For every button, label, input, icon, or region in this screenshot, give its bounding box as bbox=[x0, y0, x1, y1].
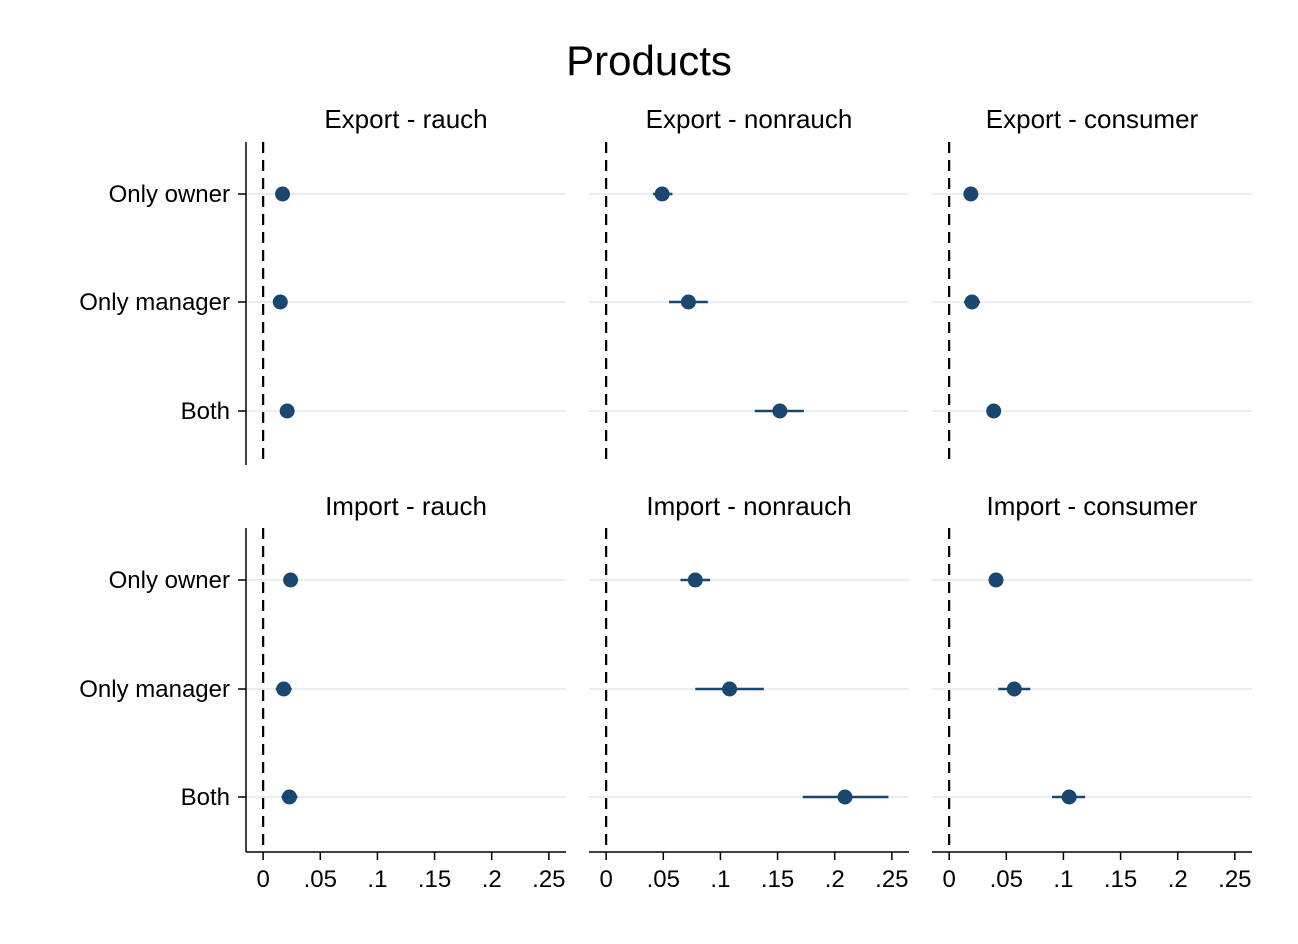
data-point bbox=[276, 681, 292, 697]
x-tick-label: .2 bbox=[1168, 866, 1188, 893]
panel-title: Export - nonrauch bbox=[646, 104, 853, 134]
x-tick-label: .15 bbox=[418, 866, 451, 893]
data-point bbox=[1006, 681, 1022, 697]
panel-5: Import - nonrauch 0 .05 .1 .15 .2 .25 bbox=[589, 491, 909, 893]
panel-2: Export - nonrauch bbox=[589, 104, 909, 465]
data-point bbox=[283, 572, 299, 588]
x-tick-label: .15 bbox=[761, 866, 794, 893]
data-point bbox=[279, 403, 295, 419]
data-point bbox=[964, 294, 980, 310]
panels-group: Export - rauch Only owner Only manager Both… bbox=[79, 104, 1252, 893]
x-tick-label: .1 bbox=[367, 866, 387, 893]
data-point bbox=[837, 789, 853, 805]
data-point bbox=[275, 186, 291, 202]
y-tick-label: Both bbox=[181, 398, 230, 425]
data-point bbox=[272, 294, 288, 310]
data-point bbox=[687, 572, 703, 588]
x-tick-label: 0 bbox=[942, 866, 955, 893]
panel-title: Import - consumer bbox=[987, 491, 1198, 521]
data-point bbox=[1061, 789, 1077, 805]
y-tick-label: Only owner bbox=[109, 567, 230, 594]
data-point bbox=[772, 403, 788, 419]
panel-title: Export - rauch bbox=[324, 104, 487, 134]
x-tick-label: 0 bbox=[256, 866, 269, 893]
data-point bbox=[963, 186, 979, 202]
y-tick-label: Only manager bbox=[79, 676, 230, 703]
panel-4: Import - rauch Only owner Only manager Both… bbox=[79, 491, 566, 893]
y-tick-label: Both bbox=[181, 784, 230, 811]
x-tick-label: .25 bbox=[532, 866, 565, 893]
panel-title: Export - consumer bbox=[986, 104, 1199, 134]
x-tick-label: .2 bbox=[482, 866, 502, 893]
figure-title: Products bbox=[566, 37, 732, 84]
data-point bbox=[680, 294, 696, 310]
x-tick-label: .05 bbox=[990, 866, 1023, 893]
x-tick-label: .25 bbox=[1218, 866, 1251, 893]
y-tick-label: Only owner bbox=[109, 181, 230, 208]
data-point bbox=[986, 403, 1002, 419]
data-point bbox=[654, 186, 670, 202]
x-tick-label: .1 bbox=[710, 866, 730, 893]
x-tick-label: .2 bbox=[825, 866, 845, 893]
x-tick-label: 0 bbox=[599, 866, 612, 893]
x-tick-label: .15 bbox=[1104, 866, 1137, 893]
data-point bbox=[988, 572, 1004, 588]
x-tick-label: .05 bbox=[647, 866, 680, 893]
data-point bbox=[722, 681, 738, 697]
panel-title: Import - rauch bbox=[325, 491, 487, 521]
panel-3: Export - consumer bbox=[932, 104, 1252, 465]
data-point bbox=[281, 789, 297, 805]
x-tick-label: .05 bbox=[304, 866, 337, 893]
x-tick-label: .25 bbox=[875, 866, 908, 893]
panel-1: Export - rauch Only owner Only manager Both bbox=[79, 104, 566, 465]
y-tick-label: Only manager bbox=[79, 289, 230, 316]
x-tick-label: .1 bbox=[1053, 866, 1073, 893]
panel-6: Import - consumer 0 .05 .1 .15 .2 .25 bbox=[932, 491, 1252, 893]
panel-title: Import - nonrauch bbox=[646, 491, 851, 521]
